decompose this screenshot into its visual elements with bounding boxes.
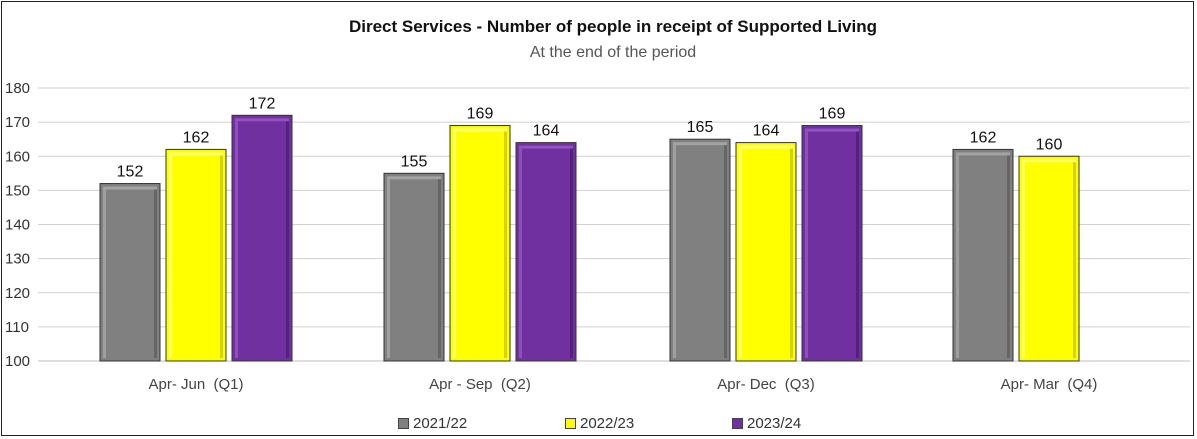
bar-bevel-left [169,155,172,358]
bar [735,142,797,362]
bar-bevel-right [790,148,793,358]
y-tick-label: 110 [5,319,29,336]
data-label: 172 [249,95,276,112]
bar-bevel-top [956,152,1010,156]
bar [383,172,445,362]
legend-item: 2021/22 [398,415,467,432]
bar [952,148,1014,362]
legend-swatch [398,418,409,429]
data-label: 155 [401,153,428,170]
data-label: 162 [183,129,210,146]
legend-item: 2022/23 [565,415,634,432]
bar-bevel-left [387,179,390,358]
y-tick-label: 160 [5,148,30,165]
bar-bevel-top [673,142,727,146]
legend-label: 2023/24 [747,415,802,432]
bar-bevel-left [235,121,238,358]
data-label: 162 [970,129,997,146]
bar [801,125,863,362]
y-tick-label: 170 [5,114,30,131]
bar-bevel-right [154,189,157,358]
bar [99,183,161,362]
bar-bevel-top [739,145,793,149]
bar-bevel-right [1073,162,1076,358]
x-category-label: Apr- Mar (Q4) [1001,376,1098,393]
bar-bevel-right [724,145,727,358]
bar [165,148,227,362]
legend-swatch [565,418,576,429]
bar-bevel-right [856,131,859,358]
bar-bevel-left [739,148,742,358]
bar-bevel-left [1022,162,1025,358]
y-tick-label: 120 [5,285,30,302]
bar-bevel-left [103,189,106,358]
data-label: 152 [117,164,144,181]
legend-label: 2021/22 [413,415,468,432]
bar-bevel-left [956,155,959,358]
data-label: 165 [687,119,714,136]
bar [669,138,731,362]
bar [231,114,293,362]
bar-bevel-top [519,145,573,149]
data-label: 164 [753,123,780,140]
y-tick-label: 130 [5,251,30,268]
bar [449,125,511,362]
bar-bevel-left [453,131,456,358]
legend-swatch [732,418,743,429]
bar-bevel-right [220,155,223,358]
bar-bevel-right [504,131,507,358]
x-category-label: Apr- Dec (Q3) [717,376,815,393]
data-label: 169 [467,106,494,123]
bar-bevel-right [570,148,573,358]
bar-bevel-right [1007,155,1010,358]
y-tick-label: 150 [5,182,30,199]
bar [515,142,577,362]
data-label: 169 [819,106,846,123]
bar-bevel-left [673,145,676,358]
bar-bevel-right [286,121,289,358]
bar [1018,155,1080,362]
bar-bevel-top [453,128,507,132]
bar-bevel-left [519,148,522,358]
legend-label: 2022/23 [580,415,635,432]
bar-bevel-top [169,152,223,156]
y-tick-label: 140 [5,217,30,234]
chart-subtitle: At the end of the period [529,44,697,61]
bar-bevel-top [805,128,859,132]
chart-legend: 2021/22 2022/23 2023/24 [0,415,1197,433]
bar-bevel-top [1022,159,1076,163]
bar-bevel-left [805,131,808,358]
x-category-label: Apr- Jun (Q1) [148,376,243,393]
bar-bevel-top [235,118,289,122]
legend-item: 2023/24 [732,415,801,432]
data-label: 164 [533,123,560,140]
y-tick-label: 180 [5,80,30,97]
bar-bevel-top [103,186,157,190]
data-label: 160 [1036,136,1063,153]
bar-bevel-top [387,176,441,180]
bar-bevel-right [438,179,441,358]
chart-title: Direct Services - Number of people in re… [348,17,878,36]
y-tick-label: 100 [5,353,30,370]
x-category-label: Apr - Sep (Q2) [429,376,531,393]
